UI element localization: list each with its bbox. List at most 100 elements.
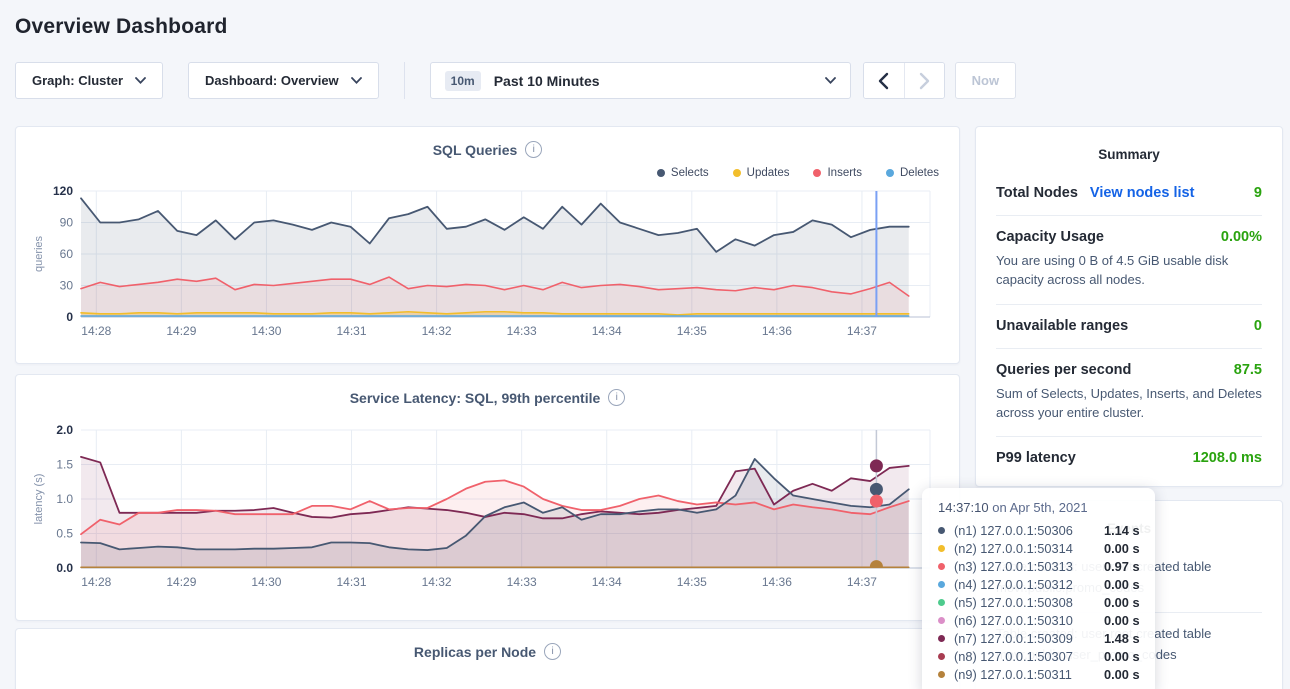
series-dot [938, 562, 945, 570]
legend-label: Deletes [900, 167, 939, 179]
svg-text:14:34: 14:34 [592, 324, 622, 338]
hover-tooltip: 14:37:10 on Apr 5th, 2021 (n1) 127.0.0.1… [922, 488, 1155, 689]
svg-text:14:30: 14:30 [251, 575, 281, 589]
summary-value: 9 [1253, 185, 1262, 201]
toolbar-divider [403, 62, 405, 99]
tooltip-node-label: (n7) 127.0.0.1:50309 [954, 630, 1073, 646]
time-range-badge: 10m [444, 70, 481, 91]
hover-tooltip-rows: (n1) 127.0.0.1:50306 1.14 s (n2) 127.0.0.1… [938, 521, 1143, 683]
legend-item: Updates [732, 167, 790, 179]
tooltip-node-value: 0.00 s [1104, 594, 1140, 610]
tooltip-node-value: 0.00 s [1104, 612, 1140, 628]
chevron-down-icon [135, 77, 146, 84]
legend-dot [732, 169, 741, 177]
svg-text:120: 120 [53, 184, 73, 198]
view-nodes-list-link[interactable]: View nodes list [1089, 185, 1195, 201]
svg-text:14:31: 14:31 [337, 324, 367, 338]
svg-text:1.0: 1.0 [56, 492, 73, 506]
series-dot [938, 526, 945, 534]
prev-range-button[interactable] [863, 63, 904, 98]
tooltip-row: (n4) 127.0.0.1:50312 0.00 s [938, 575, 1143, 593]
svg-text:14:28: 14:28 [81, 324, 111, 338]
summary-value: 1208.0 ms [1192, 450, 1262, 467]
chevron-left-icon [878, 72, 889, 89]
chart-title: SQL Queries [432, 141, 518, 158]
series-dot [938, 634, 945, 642]
legend-item: Deletes [886, 167, 939, 179]
summary-row-total-nodes: Total Nodes View nodes list 9 [996, 172, 1262, 216]
tooltip-row: (n3) 127.0.0.1:50313 0.97 s [938, 557, 1143, 575]
info-icon[interactable]: i [525, 141, 543, 158]
svg-text:14:33: 14:33 [507, 575, 537, 589]
chevron-down-icon [824, 77, 836, 84]
tooltip-row: (n2) 127.0.0.1:50314 0.00 s [938, 539, 1143, 557]
legend-dot [886, 169, 894, 177]
tooltip-row: (n7) 127.0.0.1:50309 1.48 s [938, 629, 1143, 647]
tooltip-node-label: (n8) 127.0.0.1:50307 [954, 648, 1073, 664]
chart-legend: Selects Updates Inserts Deletes [16, 165, 939, 181]
chart-header: Replicas per Node i [16, 629, 959, 660]
legend-label: Updates [746, 167, 790, 179]
legend-label: Inserts [827, 167, 862, 179]
tooltip-node-label: (n3) 127.0.0.1:50313 [954, 558, 1073, 574]
info-icon[interactable]: i [544, 643, 562, 660]
tooltip-node-value: 0.97 s [1104, 558, 1140, 574]
svg-text:14:35: 14:35 [677, 324, 707, 338]
summary-label: Unavailable ranges [996, 317, 1129, 334]
dashboard-dropdown[interactable]: Dashboard: Overview [188, 62, 379, 99]
summary-description: You are using 0 B of 4.5 GiB usable disk… [996, 253, 1229, 287]
summary-label: Capacity Usage [996, 229, 1104, 245]
summary-value: 87.5 [1233, 361, 1262, 378]
tooltip-node-value: 0.00 s [1104, 540, 1140, 556]
tooltip-node-label: (n2) 127.0.0.1:50314 [954, 540, 1073, 556]
dashboard-dropdown-label: Dashboard: Overview [205, 73, 339, 88]
sql-queries-panel: SQL Queries i Selects Updates Inserts Delet… [15, 126, 960, 364]
legend-label: Selects [670, 167, 709, 179]
tooltip-header: 14:37:10 on Apr 5th, 2021 [938, 500, 1143, 515]
chevron-right-icon [919, 72, 929, 89]
summary-description: Sum of Selects, Updates, Inserts, and De… [996, 385, 1262, 420]
svg-text:14:32: 14:32 [422, 575, 452, 589]
graph-dropdown[interactable]: Graph: Cluster [15, 62, 164, 99]
service-latency-chart[interactable]: 0.0 0.5 1.0 1.5 2.0 14:28 14:29 14:30 14:31 14:32… [31, 422, 944, 594]
legend-dot [813, 169, 822, 177]
legend-item: Inserts [813, 167, 862, 179]
time-range-label: Past 10 Minutes [493, 72, 600, 89]
tooltip-node-value: 0.00 s [1104, 648, 1140, 664]
tooltip-node-value: 1.48 s [1104, 630, 1140, 646]
summary-row-capacity-usage: Capacity Usage 0.00% You are using 0 B o… [996, 216, 1262, 305]
series-dot [938, 544, 945, 552]
svg-text:latency (s): latency (s) [33, 474, 45, 525]
charts-column: SQL Queries i Selects Updates Inserts Delet… [15, 126, 960, 689]
svg-text:14:31: 14:31 [337, 575, 367, 589]
tooltip-row: (n1) 127.0.0.1:50306 1.14 s [938, 521, 1143, 539]
svg-text:1.5: 1.5 [56, 458, 73, 472]
svg-text:2.0: 2.0 [56, 423, 73, 437]
tooltip-date: on Apr 5th, 2021 [988, 500, 1088, 515]
sql-queries-chart[interactable]: 0 30 60 90 120 14:28 14:29 14:30 14:31 14:32 14:33… [31, 183, 944, 343]
summary-label: P99 latency [996, 450, 1076, 467]
tooltip-time: 14:37:10 [938, 500, 989, 515]
now-button[interactable]: Now [954, 62, 1017, 99]
time-range-selector[interactable]: 10m Past 10 Minutes [429, 62, 851, 99]
svg-text:14:36: 14:36 [762, 575, 792, 589]
chevron-down-icon [350, 77, 362, 84]
tooltip-row: (n5) 127.0.0.1:50308 0.00 s [938, 593, 1143, 611]
tooltip-node-label: (n4) 127.0.0.1:50312 [954, 576, 1073, 592]
tooltip-node-value: 1.14 s [1104, 522, 1140, 538]
summary-row-unavailable-ranges: Unavailable ranges 0 [996, 305, 1262, 349]
info-icon[interactable]: i [608, 389, 626, 406]
svg-text:14:37: 14:37 [847, 324, 877, 338]
legend-item: Selects [656, 167, 709, 179]
svg-text:90: 90 [60, 216, 74, 230]
next-range-button[interactable] [903, 63, 944, 98]
svg-text:14:35: 14:35 [677, 575, 707, 589]
tooltip-row: (n8) 127.0.0.1:50307 0.00 s [938, 647, 1143, 665]
svg-text:14:34: 14:34 [592, 575, 622, 589]
svg-text:14:28: 14:28 [81, 575, 111, 589]
chart-title: Service Latency: SQL, 99th percentile [349, 389, 601, 406]
svg-text:14:36: 14:36 [762, 324, 792, 338]
summary-panel: Summary Total Nodes View nodes list 9 Ca… [975, 126, 1283, 488]
svg-text:14:33: 14:33 [507, 324, 537, 338]
summary-label: Queries per second [996, 361, 1132, 378]
